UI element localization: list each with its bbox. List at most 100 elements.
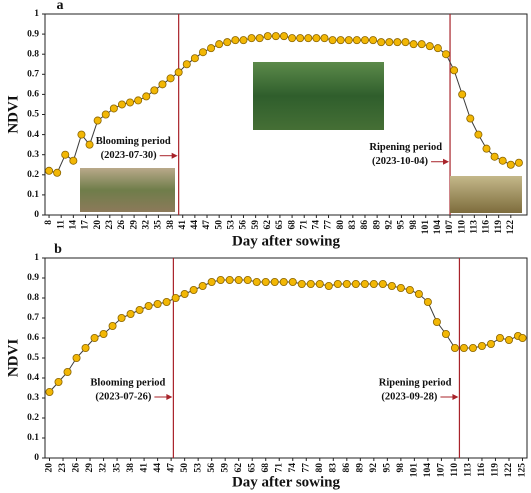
stage-label: Ripening period	[369, 142, 442, 153]
x-tick-label: 119	[491, 463, 501, 477]
x-tick-label: 74	[312, 220, 322, 230]
ndvi-point	[247, 34, 256, 43]
x-tick-label: 59	[251, 220, 261, 230]
x-tick-label: 104	[423, 463, 433, 478]
ndvi-point	[85, 140, 94, 149]
ndvi-point	[166, 74, 175, 83]
ndvi-point	[450, 66, 459, 75]
x-tick-label: 110	[457, 220, 467, 234]
y-tick-label: 0.2	[27, 413, 39, 423]
ndvi-point	[417, 40, 426, 49]
x-tick-label: 107	[445, 220, 455, 235]
ndvi-point	[441, 50, 450, 59]
ndvi-point	[207, 277, 216, 286]
x-tick-label: 32	[99, 463, 109, 473]
y-tick-label: 0.1	[27, 433, 39, 443]
stage-date: (2023-07-26)	[95, 391, 151, 402]
x-tick-label: 8	[44, 220, 54, 225]
x-tick-label: 98	[396, 463, 406, 473]
stage-arrowhead	[166, 394, 173, 400]
x-tick-label: 56	[239, 220, 249, 230]
ndvi-point	[63, 367, 72, 376]
ndvi-point	[482, 144, 491, 153]
ndvi-point	[360, 279, 369, 288]
ndvi-point	[378, 279, 387, 288]
ndvi-point	[93, 116, 102, 125]
ndvi-point	[336, 36, 345, 45]
ndvi-point	[126, 309, 135, 318]
x-tick-label: 26	[117, 220, 127, 230]
panel-label: a	[57, 0, 64, 13]
stage-date: (2023-09-28)	[381, 391, 437, 402]
ndvi-point	[171, 293, 180, 302]
ndvi-point	[387, 281, 396, 290]
ndvi-point	[433, 44, 442, 53]
x-tick-label: 20	[45, 463, 55, 473]
y-tick-label: 0.4	[27, 130, 39, 140]
ndvi-point	[324, 281, 333, 290]
ndvi-point	[54, 377, 63, 386]
ndvi-point	[279, 32, 288, 41]
ndvi-point	[486, 339, 495, 348]
ndvi-point	[351, 279, 360, 288]
x-tick-label: 116	[482, 220, 492, 234]
ndvi-point	[61, 150, 70, 159]
ndvi-point	[423, 297, 432, 306]
stage-date: (2023-07-30)	[101, 150, 157, 161]
ndvi-point	[162, 297, 171, 306]
x-tick-label: 32	[141, 220, 151, 230]
ndvi-point	[263, 32, 272, 41]
ndvi-point	[396, 283, 405, 292]
y-tick-label: 0.4	[27, 373, 39, 383]
x-tick-label: 101	[410, 463, 420, 478]
ndvi-point	[320, 34, 329, 43]
y-tick-label: 0.6	[27, 333, 39, 343]
x-tick-label: 38	[166, 220, 176, 230]
ndvi-point	[215, 40, 224, 49]
ndvi-point	[252, 277, 261, 286]
x-tick-label: 23	[105, 220, 115, 230]
x-tick-label: 62	[234, 463, 244, 473]
stage-label: Ripening period	[379, 377, 452, 388]
field-photos	[80, 62, 522, 213]
ndvi-point	[135, 305, 144, 314]
ndvi-point	[45, 387, 54, 396]
y-tick-label: 0.3	[27, 150, 39, 160]
ndvi-point	[474, 130, 483, 139]
ndvi-point	[174, 68, 183, 77]
stage-arrowhead	[171, 152, 178, 159]
ndvi-point	[385, 38, 394, 47]
ndvi-point	[207, 44, 216, 53]
ndvi-point	[414, 289, 423, 298]
ndvi-point	[360, 36, 369, 45]
field-photo	[80, 168, 175, 212]
x-tick-label: 38	[126, 463, 136, 473]
ndvi-point	[377, 38, 386, 47]
x-tick-label: 119	[494, 220, 504, 234]
y-tick-label: 0.8	[27, 293, 39, 303]
stage-date: (2023-10-04)	[372, 156, 428, 167]
ndvi-point	[271, 32, 280, 41]
y-tick-label: 0.2	[27, 170, 39, 180]
ndvi-point	[180, 289, 189, 298]
x-tick-label: 122	[504, 463, 514, 478]
x-tick-label: 47	[166, 463, 176, 473]
ndvi-point	[312, 34, 321, 43]
ndvi-point	[81, 343, 90, 352]
y-tick-label: 0.6	[27, 90, 39, 100]
stage-label: Blooming period	[96, 136, 171, 147]
x-tick-label: 95	[397, 220, 407, 230]
ndvi-point	[288, 34, 297, 43]
x-tick-label: 110	[450, 463, 460, 477]
ndvi-point	[344, 36, 353, 45]
x-tick-label: 92	[369, 463, 379, 473]
x-tick-label: 113	[470, 220, 480, 234]
ndvi-point	[490, 152, 499, 161]
x-tick-label: 89	[356, 463, 366, 473]
stage-label: Blooming period	[90, 377, 165, 388]
x-tick-label: 23	[58, 463, 68, 473]
ndvi-point	[225, 275, 234, 284]
x-tick-label: 53	[227, 220, 237, 230]
stage-arrowhead	[452, 394, 459, 400]
